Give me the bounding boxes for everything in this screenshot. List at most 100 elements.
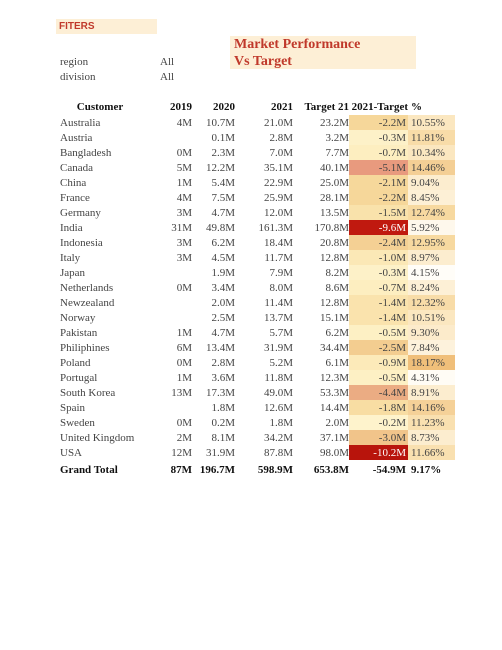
division-filter-value[interactable]: All xyxy=(160,71,175,83)
value-2021-cell: 12.0M xyxy=(263,206,293,219)
diff-cell: -0.9M xyxy=(349,355,408,370)
value-2021-cell: 18.4M xyxy=(263,236,293,249)
table-row: United Kingdom 2M 8.1M 34.2M 37.1M -3.0M 8.73% xyxy=(56,430,455,445)
diff-cell: -4.4M xyxy=(349,385,408,400)
value-2021-cell: 22.9M xyxy=(263,176,293,189)
table-row: China 1M 5.4M 22.9M 25.0M -2.1M 9.04% xyxy=(56,175,455,190)
table-row: Sweden 0M 0.2M 1.8M 2.0M -0.2M 11.23% xyxy=(56,415,455,430)
col-header-2019[interactable]: 2019 xyxy=(170,101,192,113)
value-2020-cell: 4.7M xyxy=(211,206,235,219)
value-2021-cell: 161.3M xyxy=(258,221,293,234)
value-2019-cell: 1M xyxy=(176,371,192,384)
value-2020-cell: 10.7M xyxy=(205,116,235,129)
value-2020-cell: 31.9M xyxy=(205,446,235,459)
diff-cell: -2.1M xyxy=(349,175,408,190)
percent-cell: 10.55% xyxy=(408,115,455,130)
target-21-cell: 8.6M xyxy=(325,281,349,294)
percent-cell: 14.46% xyxy=(408,160,455,175)
percent-cell: 8.91% xyxy=(408,385,455,400)
col-header-target-21[interactable]: Target 21 xyxy=(304,101,349,113)
customer-cell: India xyxy=(60,221,83,234)
value-2020-cell: 1.8M xyxy=(211,401,235,414)
grand-total-label: Grand Total xyxy=(60,463,118,476)
customer-cell: Pakistan xyxy=(60,326,98,339)
table-row: Netherlands 0M 3.4M 8.0M 8.6M -0.7M 8.24% xyxy=(56,280,455,295)
table-row: Australia 4M 10.7M 21.0M 23.2M -2.2M 10.55% xyxy=(56,115,455,130)
table-row: Indonesia 3M 6.2M 18.4M 20.8M -2.4M 12.95% xyxy=(56,235,455,250)
percent-cell: 11.81% xyxy=(408,130,455,145)
market-performance-table: Customer 2019 2020 2021 Target 21 2021-T… xyxy=(56,99,455,477)
diff-cell: -2.4M xyxy=(349,235,408,250)
report-title-line-2: Vs Target xyxy=(234,54,292,69)
target-21-cell: 12.8M xyxy=(319,296,349,309)
value-2019-cell xyxy=(140,130,192,145)
customer-cell: Indonesia xyxy=(60,236,103,249)
value-2020-cell: 0.1M xyxy=(211,131,235,144)
table-row: South Korea 13M 17.3M 49.0M 53.3M -4.4M 8.91% xyxy=(56,385,455,400)
table-row: Newzealand 2.0M 11.4M 12.8M -1.4M 12.32% xyxy=(56,295,455,310)
target-21-cell: 6.2M xyxy=(325,326,349,339)
target-21-cell: 40.1M xyxy=(319,161,349,174)
value-2020-cell: 4.5M xyxy=(211,251,235,264)
percent-cell: 8.73% xyxy=(408,430,455,445)
filters-label: FITERS xyxy=(56,19,157,34)
value-2020-cell: 5.4M xyxy=(211,176,235,189)
target-21-cell: 7.7M xyxy=(325,146,349,159)
value-2021-cell: 49.0M xyxy=(263,386,293,399)
value-2020-cell: 2.5M xyxy=(211,311,235,324)
value-2019-cell: 0M xyxy=(176,356,192,369)
value-2020-cell: 2.3M xyxy=(211,146,235,159)
table-row: Norway 2.5M 13.7M 15.1M -1.4M 10.51% xyxy=(56,310,455,325)
value-2021-cell: 2.8M xyxy=(269,131,293,144)
target-21-cell: 25.0M xyxy=(319,176,349,189)
value-2020-cell: 0.2M xyxy=(211,416,235,429)
target-21-cell: 2.0M xyxy=(325,416,349,429)
value-2019-cell: 0M xyxy=(176,281,192,294)
diff-cell: -1.8M xyxy=(349,400,408,415)
value-2021-cell: 87.8M xyxy=(263,446,293,459)
table-row: France 4M 7.5M 25.9M 28.1M -2.2M 8.45% xyxy=(56,190,455,205)
table-row: Germany 3M 4.7M 12.0M 13.5M -1.5M 12.74% xyxy=(56,205,455,220)
title-background xyxy=(230,36,416,69)
region-filter[interactable]: region All xyxy=(60,56,174,68)
col-header-2021-target[interactable]: 2021-Target xyxy=(351,101,408,113)
value-2020-cell: 49.8M xyxy=(205,221,235,234)
col-header-2020[interactable]: 2020 xyxy=(213,101,235,113)
col-header-customer[interactable]: Customer xyxy=(76,101,124,113)
value-2021-cell: 11.4M xyxy=(264,296,293,309)
value-2019-cell: 0M xyxy=(176,416,192,429)
diff-cell: -2.2M xyxy=(349,115,408,130)
percent-cell: 11.23% xyxy=(408,415,455,430)
customer-cell: USA xyxy=(60,446,83,459)
percent-cell: 10.51% xyxy=(408,310,455,325)
table-row: Italy 3M 4.5M 11.7M 12.8M -1.0M 8.97% xyxy=(56,250,455,265)
value-2021-cell: 25.9M xyxy=(263,191,293,204)
percent-cell: 5.92% xyxy=(408,220,455,235)
value-2019-cell: 3M xyxy=(176,206,192,219)
customer-cell: Netherlands xyxy=(60,281,114,294)
grand-total-2019: 87M xyxy=(170,463,192,476)
target-21-cell: 34.4M xyxy=(319,341,349,354)
value-2021-cell: 21.0M xyxy=(263,116,293,129)
customer-cell: France xyxy=(60,191,90,204)
table-row: Austria 0.1M 2.8M 3.2M -0.3M 11.81% xyxy=(56,130,455,145)
table-row: Pakistan 1M 4.7M 5.7M 6.2M -0.5M 9.30% xyxy=(56,325,455,340)
division-filter[interactable]: division All xyxy=(60,71,174,83)
value-2019-cell: 1M xyxy=(176,176,192,189)
diff-cell: -10.2M xyxy=(349,445,408,460)
value-2019-cell: 4M xyxy=(176,191,192,204)
col-header-2021[interactable]: 2021 xyxy=(271,101,293,113)
col-header-percent[interactable]: % xyxy=(411,101,422,113)
grand-total-percent: 9.17% xyxy=(411,463,442,476)
percent-cell: 11.66% xyxy=(408,445,455,460)
value-2021-cell: 13.7M xyxy=(263,311,293,324)
table-row: Spain 1.8M 12.6M 14.4M -1.8M 14.16% xyxy=(56,400,455,415)
value-2019-cell: 3M xyxy=(176,236,192,249)
grand-total-row: Grand Total 87M 196.7M 598.9M 653.8M -54… xyxy=(56,460,455,477)
target-21-cell: 12.3M xyxy=(319,371,349,384)
target-21-cell: 15.1M xyxy=(319,311,349,324)
diff-cell: -9.6M xyxy=(349,220,408,235)
value-2021-cell: 7.0M xyxy=(269,146,293,159)
value-2020-cell: 1.9M xyxy=(211,266,235,279)
region-filter-value[interactable]: All xyxy=(160,56,175,68)
